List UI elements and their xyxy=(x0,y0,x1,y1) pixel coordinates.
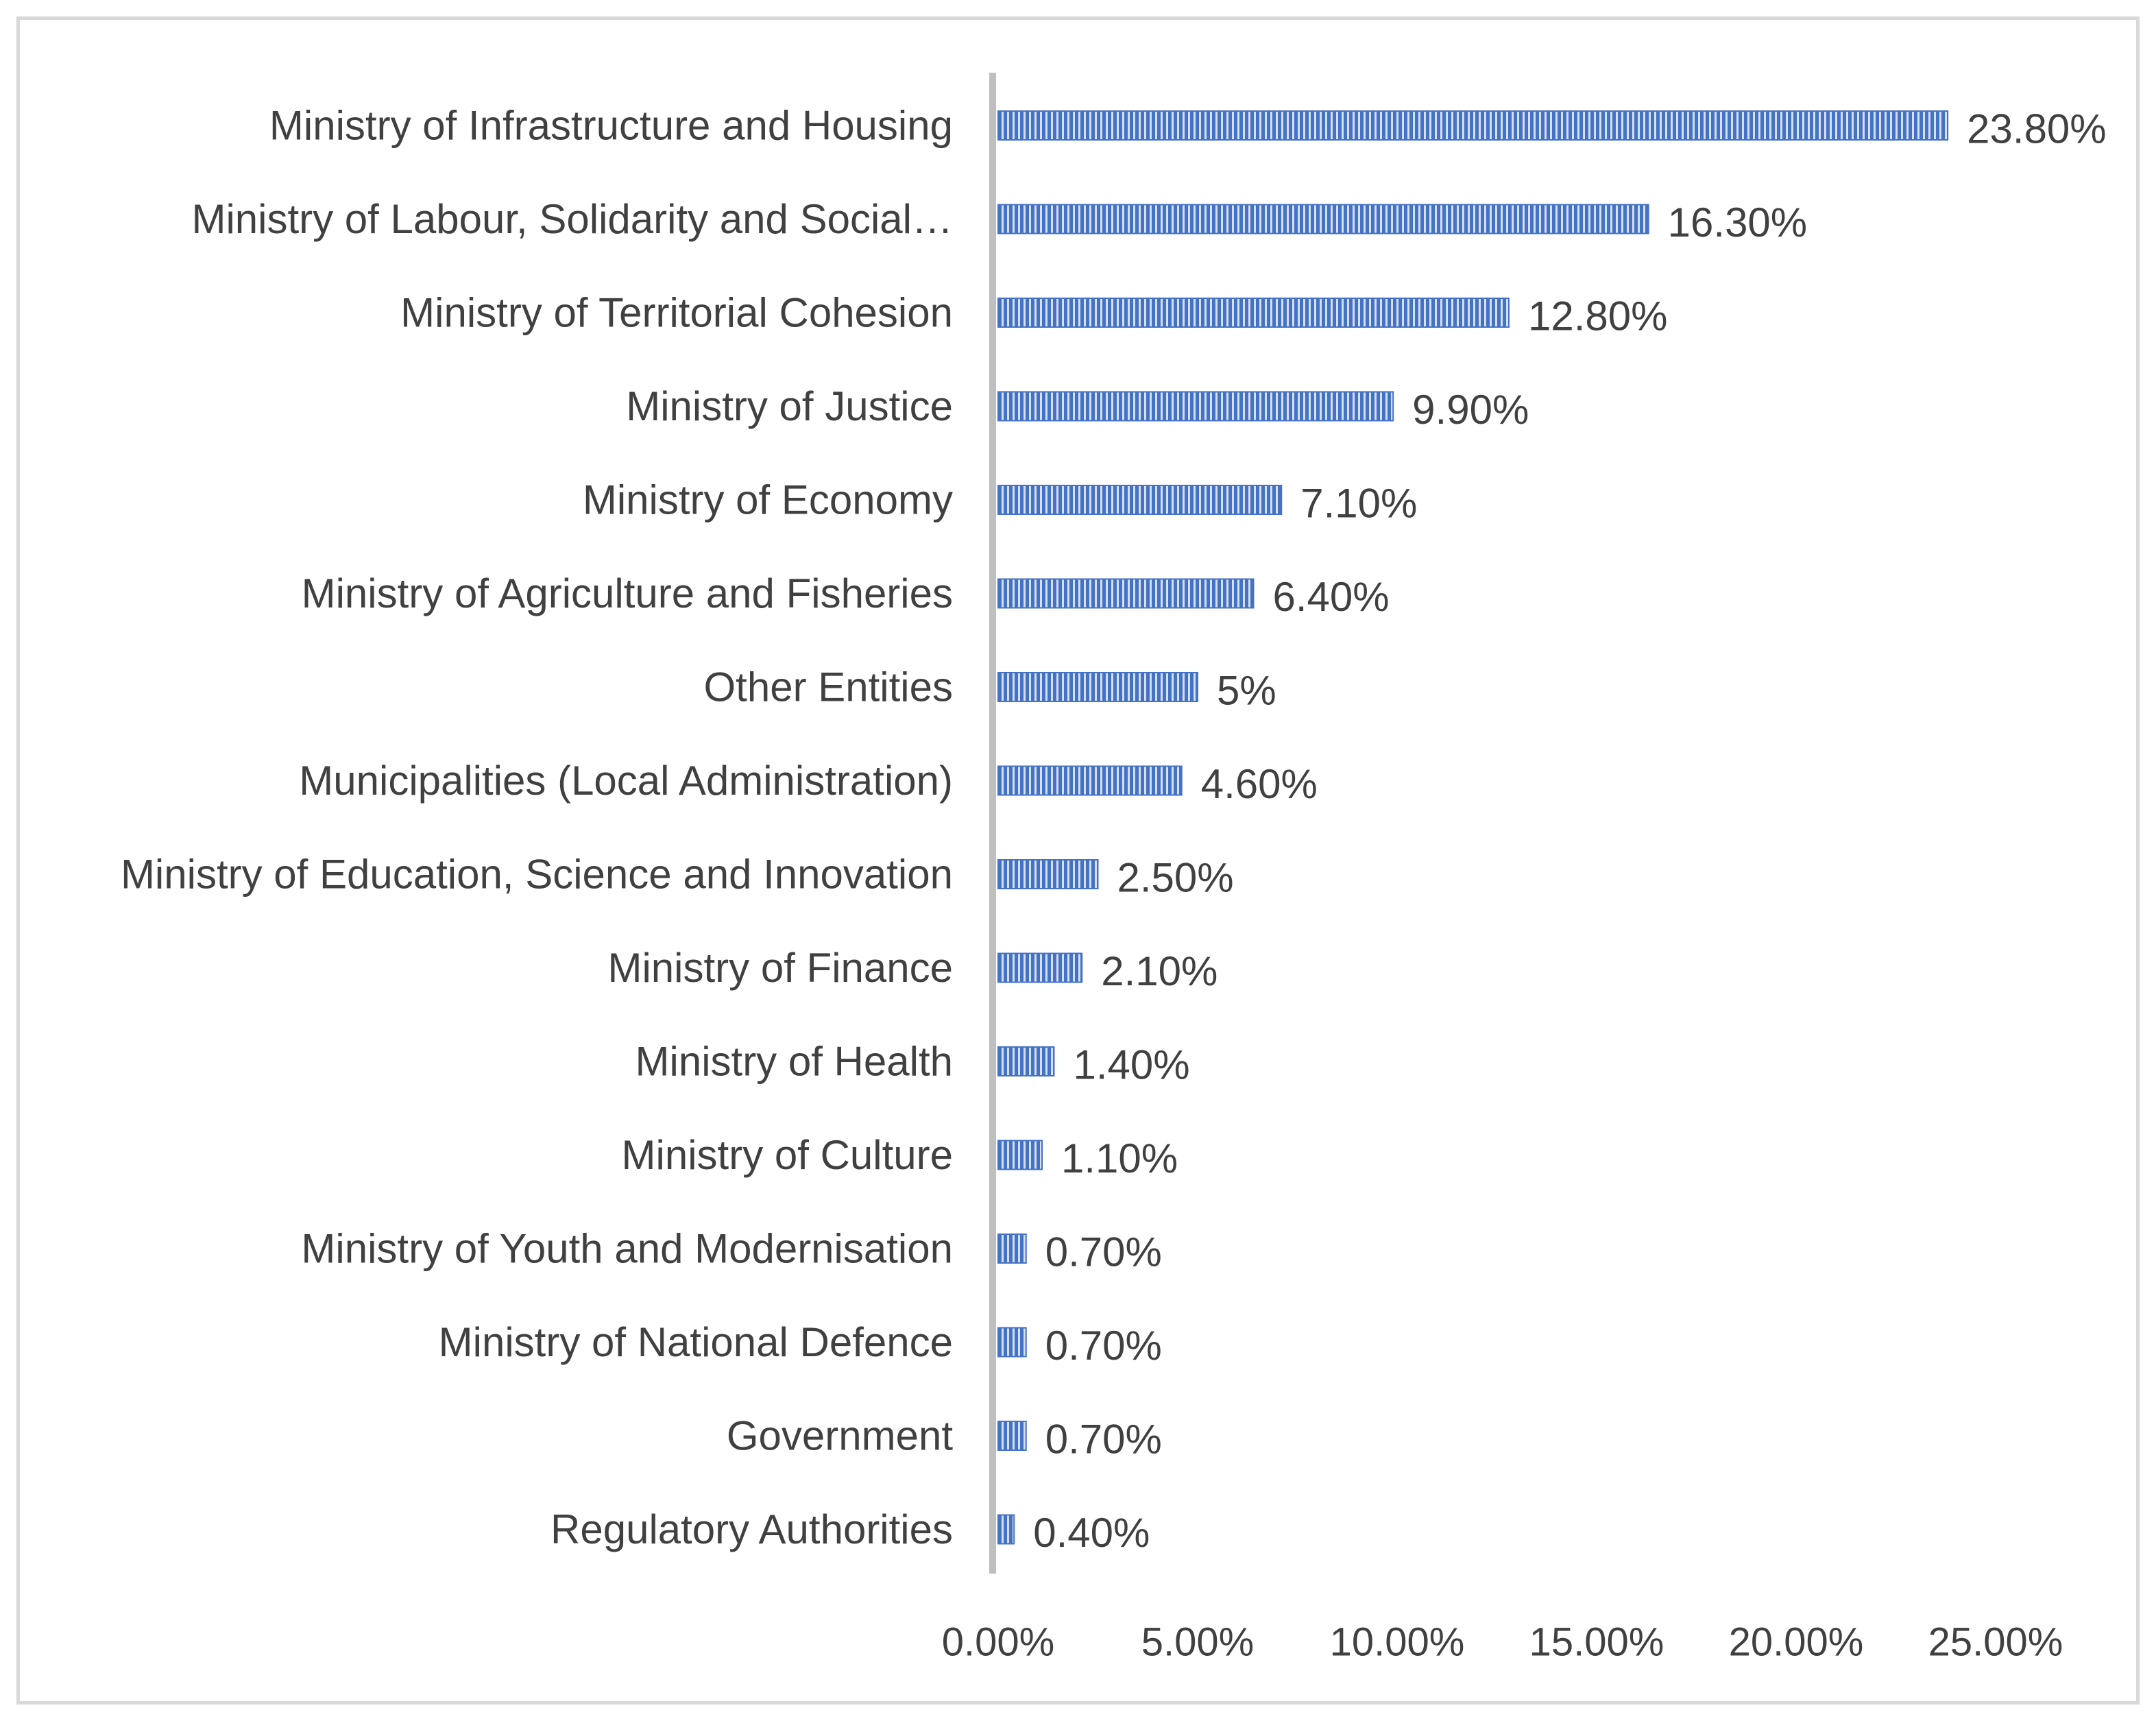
value-label: 7.10% xyxy=(1300,481,1417,527)
category-label: Ministry of Culture xyxy=(622,1132,953,1178)
bar xyxy=(997,1046,1055,1076)
category-label: Ministry of Health xyxy=(635,1039,953,1085)
category-label: Ministry of Education, Science and Innov… xyxy=(121,852,953,898)
value-label: 2.50% xyxy=(1117,855,1234,901)
value-label: 23.80% xyxy=(1967,106,2107,152)
category-label: Ministry of Labour, Solidarity and Socia… xyxy=(191,196,953,242)
bar xyxy=(997,298,1510,328)
x-axis-tick-labels: 0.00% 5.00% 10.00% 15.00% 20.00% 25.00% xyxy=(942,1620,2063,1665)
category-label: Other Entities xyxy=(704,664,954,710)
tick-label: 5.00% xyxy=(1141,1620,1254,1665)
bar xyxy=(997,110,1949,141)
value-label: 2.10% xyxy=(1101,948,1218,994)
value-label: 16.30% xyxy=(1668,200,1808,245)
category-label: Regulatory Authorities xyxy=(550,1506,953,1552)
category-labels: Ministry of Infrastructure and Housing Mi… xyxy=(121,103,953,1553)
tick-label: 0.00% xyxy=(942,1620,1054,1665)
value-label: 9.90% xyxy=(1412,387,1529,433)
bars-layer xyxy=(997,110,1949,1545)
value-label: 6.40% xyxy=(1272,574,1389,620)
bar xyxy=(997,765,1183,796)
bar xyxy=(997,672,1198,702)
bar xyxy=(997,1514,1015,1545)
category-label: Ministry of Youth and Modernisation xyxy=(301,1226,953,1272)
bar xyxy=(997,1233,1027,1264)
category-label: Ministry of National Defence xyxy=(439,1319,953,1365)
category-label: Ministry of Finance xyxy=(608,945,954,991)
category-label: Government xyxy=(727,1413,953,1459)
value-label: 0.70% xyxy=(1045,1229,1162,1275)
tick-label: 10.00% xyxy=(1330,1620,1465,1665)
category-label: Municipalities (Local Administration) xyxy=(299,758,953,804)
value-label: 0.40% xyxy=(1033,1510,1150,1556)
bar xyxy=(997,578,1255,609)
tick-label: 25.00% xyxy=(1928,1620,2063,1665)
bar xyxy=(997,1140,1043,1170)
value-label: 0.70% xyxy=(1045,1323,1162,1369)
bar xyxy=(997,1327,1027,1358)
value-label: 1.10% xyxy=(1061,1135,1178,1181)
category-label: Ministry of Territorial Cohesion xyxy=(400,290,953,336)
bar xyxy=(997,952,1083,983)
tick-label: 20.00% xyxy=(1729,1620,1864,1665)
category-label: Ministry of Agriculture and Fisheries xyxy=(302,570,953,616)
bar xyxy=(997,859,1099,889)
category-label: Ministry of Economy xyxy=(583,477,953,523)
value-label: 1.40% xyxy=(1073,1042,1189,1088)
category-label: Ministry of Infrastructure and Housing xyxy=(269,103,953,149)
value-label: 4.60% xyxy=(1201,761,1318,807)
value-label: 12.80% xyxy=(1528,293,1668,339)
value-labels: 23.80% 16.30% 12.80% 9.90% 7.10% 6.40% 5% 4.60%… xyxy=(1033,106,2106,1556)
bar xyxy=(997,391,1394,422)
bar xyxy=(997,485,1283,515)
bar xyxy=(997,1421,1027,1451)
bar xyxy=(997,204,1649,234)
value-label: 0.70% xyxy=(1045,1417,1162,1463)
tick-label: 15.00% xyxy=(1529,1620,1664,1665)
value-label: 5% xyxy=(1217,668,1276,714)
category-label: Ministry of Justice xyxy=(626,383,953,429)
